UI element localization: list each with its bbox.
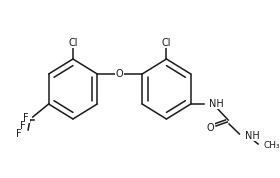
Text: F: F xyxy=(24,113,29,123)
Text: F: F xyxy=(16,129,22,139)
Text: Cl: Cl xyxy=(162,38,171,48)
Text: NH: NH xyxy=(245,131,260,141)
Text: O: O xyxy=(207,123,214,133)
Text: F: F xyxy=(20,121,25,131)
Text: O: O xyxy=(116,69,123,79)
Text: NH: NH xyxy=(209,99,224,109)
Text: CH₃: CH₃ xyxy=(264,142,280,151)
Text: Cl: Cl xyxy=(68,38,78,48)
